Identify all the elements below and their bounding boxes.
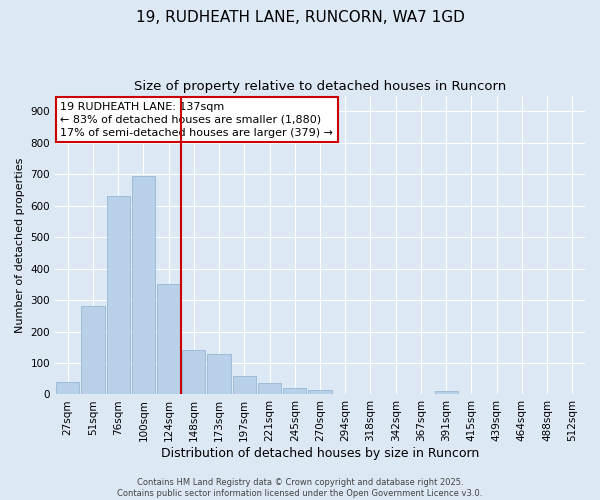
Text: Contains HM Land Registry data © Crown copyright and database right 2025.
Contai: Contains HM Land Registry data © Crown c…: [118, 478, 482, 498]
Bar: [308, 390, 332, 394]
Bar: [132, 176, 155, 394]
Text: 19 RUDHEATH LANE: 137sqm
← 83% of detached houses are smaller (1,880)
17% of sem: 19 RUDHEATH LANE: 137sqm ← 83% of detach…: [61, 102, 334, 138]
Text: 19, RUDHEATH LANE, RUNCORN, WA7 1GD: 19, RUDHEATH LANE, RUNCORN, WA7 1GD: [136, 10, 464, 25]
Bar: [81, 306, 104, 394]
Bar: [157, 284, 180, 395]
X-axis label: Distribution of detached houses by size in Runcorn: Distribution of detached houses by size …: [161, 447, 479, 460]
Bar: [107, 196, 130, 394]
Bar: [434, 392, 458, 394]
Bar: [233, 376, 256, 394]
Bar: [258, 384, 281, 394]
Title: Size of property relative to detached houses in Runcorn: Size of property relative to detached ho…: [134, 80, 506, 93]
Bar: [56, 382, 79, 394]
Bar: [182, 350, 205, 395]
Y-axis label: Number of detached properties: Number of detached properties: [15, 158, 25, 332]
Bar: [208, 354, 230, 395]
Bar: [283, 388, 307, 394]
